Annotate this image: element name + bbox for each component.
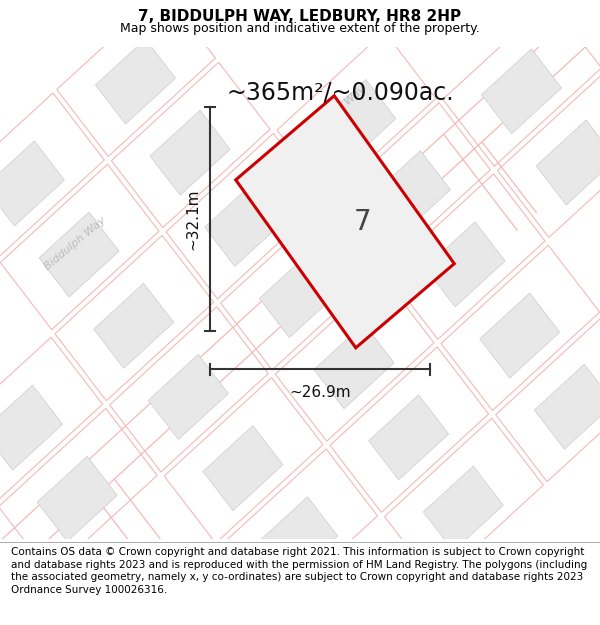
Polygon shape (368, 395, 449, 480)
Text: ~32.1m: ~32.1m (185, 188, 200, 250)
Polygon shape (536, 120, 600, 205)
Text: 7, BIDDULPH WAY, LEDBURY, HR8 2HP: 7, BIDDULPH WAY, LEDBURY, HR8 2HP (139, 9, 461, 24)
Polygon shape (425, 222, 505, 307)
Text: Biddulph Way: Biddulph Way (302, 84, 368, 141)
Polygon shape (37, 456, 117, 541)
Polygon shape (39, 212, 119, 297)
Text: 7: 7 (354, 208, 372, 236)
Polygon shape (94, 283, 173, 368)
Polygon shape (148, 354, 229, 439)
Polygon shape (482, 49, 562, 134)
Polygon shape (259, 253, 340, 338)
Polygon shape (423, 466, 503, 551)
Polygon shape (95, 39, 175, 124)
Polygon shape (205, 181, 285, 266)
Polygon shape (236, 96, 454, 348)
Polygon shape (316, 79, 396, 164)
Polygon shape (257, 497, 338, 582)
Polygon shape (0, 141, 64, 226)
Polygon shape (480, 293, 560, 378)
Text: Map shows position and indicative extent of the property.: Map shows position and indicative extent… (120, 22, 480, 35)
Text: ~26.9m: ~26.9m (289, 384, 351, 399)
Polygon shape (150, 110, 230, 195)
Polygon shape (535, 364, 600, 449)
Polygon shape (314, 324, 394, 409)
Text: Biddulph Way: Biddulph Way (43, 215, 107, 272)
Polygon shape (0, 385, 62, 470)
Text: ~365m²/~0.090ac.: ~365m²/~0.090ac. (226, 81, 454, 105)
Polygon shape (370, 151, 451, 236)
Text: Contains OS data © Crown copyright and database right 2021. This information is : Contains OS data © Crown copyright and d… (11, 548, 587, 594)
Polygon shape (203, 426, 283, 511)
